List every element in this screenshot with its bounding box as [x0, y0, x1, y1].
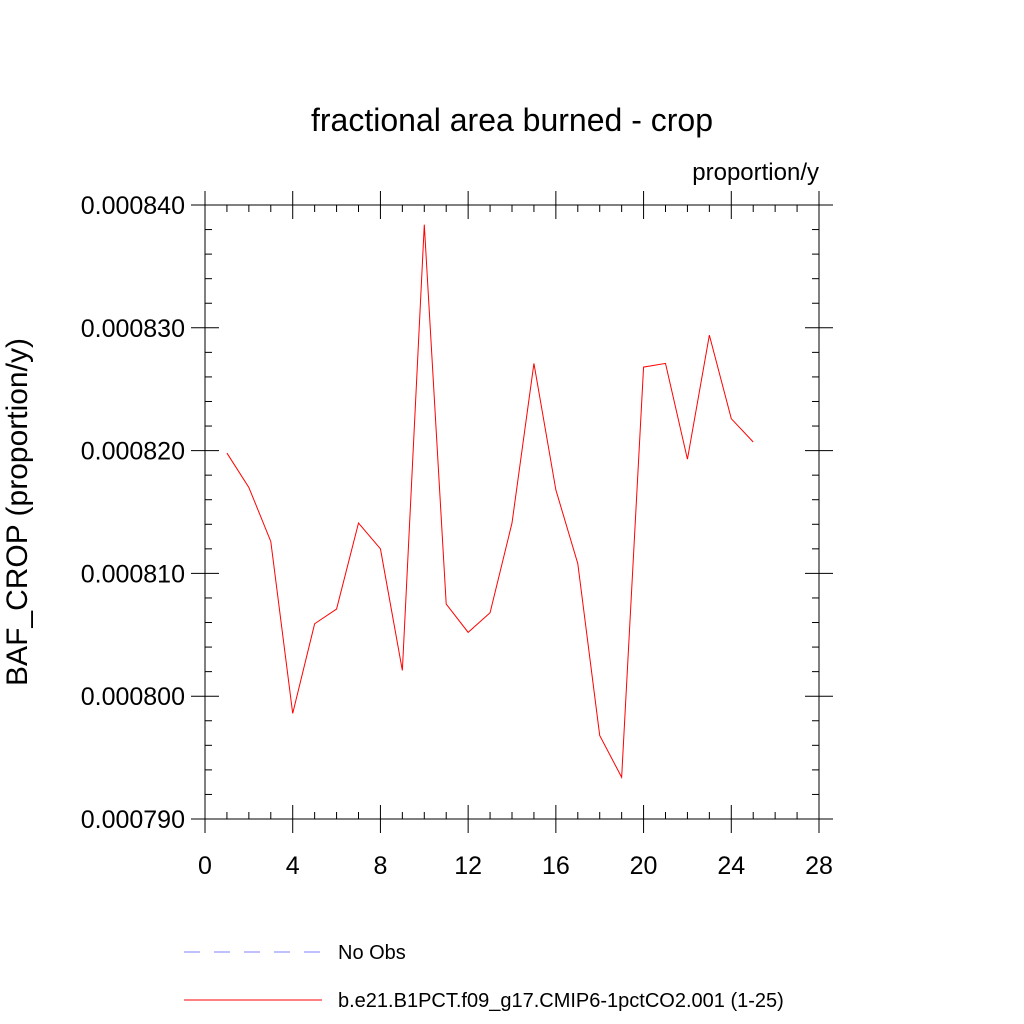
y-tick-label: 0.000790	[81, 806, 185, 834]
legend-label-no-obs: No Obs	[338, 942, 406, 964]
y-tick-label: 0.000830	[81, 315, 185, 343]
x-tick-label: 20	[630, 852, 658, 880]
y-tick-label: 0.000800	[81, 683, 185, 711]
legend: No Obs b.e21.B1PCT.f09_g17.CMIP6-1pctCO2…	[184, 942, 784, 1012]
x-tick-label: 8	[373, 852, 387, 880]
axis-ticks	[191, 191, 833, 833]
units-label: proportion/y	[692, 159, 819, 186]
y-axis-label: BAF_CROP (proportion/y)	[1, 338, 34, 686]
axis-tick-labels: 0 4 8 12 16 20 24 28 0.000790 0.000800 0.000810 0.0…	[81, 192, 833, 880]
y-tick-label: 0.000820	[81, 438, 185, 466]
legend-label-series: b.e21.B1PCT.f09_g17.CMIP6-1pctCO2.001 (1…	[338, 990, 784, 1012]
plot-frame	[204, 204, 820, 820]
series-group	[226, 224, 754, 780]
x-tick-label: 24	[717, 852, 745, 880]
x-tick-label: 16	[542, 852, 570, 880]
x-tick-label: 0	[198, 852, 212, 880]
x-tick-label: 12	[454, 852, 482, 880]
x-tick-label: 28	[805, 852, 833, 880]
y-tick-label: 0.000810	[81, 560, 185, 588]
x-tick-label: 4	[286, 852, 300, 880]
series-line	[226, 224, 754, 780]
y-tick-label: 0.000840	[81, 192, 185, 220]
chart-title: fractional area burned - crop	[311, 102, 713, 138]
